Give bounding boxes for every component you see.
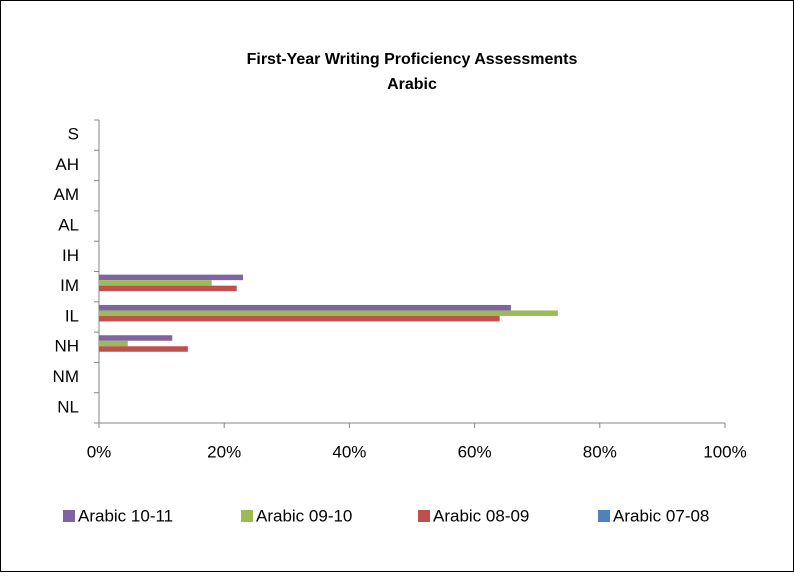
bar	[99, 304, 511, 311]
y-tick-label: NM	[53, 367, 79, 386]
bar	[99, 346, 188, 352]
legend-label: Arabic 07-08	[613, 506, 709, 525]
legend-swatch	[598, 510, 610, 522]
legend-swatch	[418, 510, 430, 522]
y-tick-label: NL	[57, 397, 79, 416]
y-tick-label: AM	[54, 185, 80, 204]
chart-title: First-Year Writing Proficiency Assessmen…	[247, 51, 578, 68]
x-tick-label: 40%	[332, 442, 366, 461]
y-tick-label: S	[68, 125, 79, 144]
x-tick-label: 80%	[583, 442, 617, 461]
y-tick-label: IM	[60, 276, 79, 295]
x-tick-label: 60%	[458, 442, 492, 461]
bar	[99, 340, 128, 347]
y-tick-label: NH	[54, 337, 79, 356]
y-tick-label: AL	[58, 216, 79, 235]
y-tick-label: AH	[55, 155, 79, 174]
bar	[99, 274, 243, 281]
y-tick-label: IL	[65, 306, 79, 325]
legend-swatch	[63, 510, 75, 522]
legend-label: Arabic 10-11	[78, 506, 173, 525]
bar	[99, 285, 237, 292]
bar	[99, 335, 173, 341]
bar	[99, 280, 212, 286]
x-tick-label: 20%	[207, 442, 241, 461]
legend-label: Arabic 08-09	[433, 506, 529, 525]
x-tick-label: 100%	[703, 442, 746, 461]
chart-subtitle: Arabic	[387, 76, 437, 93]
y-tick-label: IH	[62, 246, 79, 265]
x-tick-label: 0%	[87, 442, 112, 461]
bar	[99, 315, 500, 322]
legend-swatch	[241, 510, 253, 522]
bar	[99, 310, 558, 316]
legend-label: Arabic 09-10	[256, 506, 352, 525]
